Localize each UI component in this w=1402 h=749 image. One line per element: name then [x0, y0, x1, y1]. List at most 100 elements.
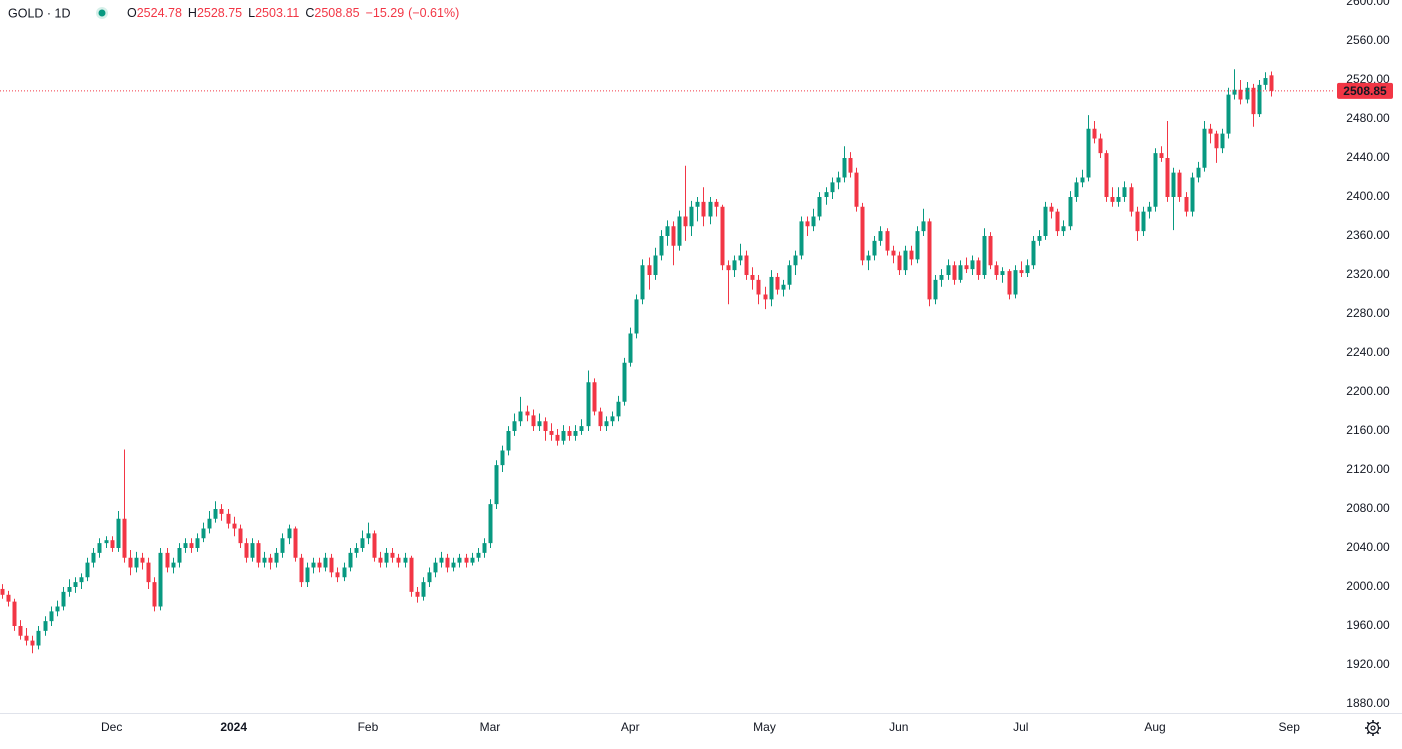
x-tick-label: Apr [621, 720, 640, 734]
candle-body [555, 434, 560, 441]
x-tick-label: Aug [1144, 720, 1165, 734]
y-tick-label: 2520.00 [1346, 72, 1390, 86]
candle-body [958, 265, 963, 280]
candle-body [183, 543, 188, 548]
legend-change-pct: (−0.61%) [408, 6, 459, 20]
candle-body [1086, 128, 1091, 178]
candle-body [1007, 271, 1012, 295]
candle-body [598, 411, 603, 427]
candle-body [909, 250, 914, 260]
candle-body [586, 382, 591, 427]
candle-body [604, 421, 609, 427]
candle-body [543, 421, 548, 431]
candle-body [610, 416, 615, 422]
candle-body [1122, 187, 1127, 197]
candle-body [1092, 128, 1097, 139]
candle-body [1208, 128, 1213, 134]
candle-body [91, 552, 96, 563]
candle-body [30, 640, 35, 646]
candle-body [1147, 206, 1152, 212]
y-tick-label: 2120.00 [1346, 462, 1390, 476]
candle-body [573, 431, 578, 436]
candle-body [689, 206, 694, 227]
candle-body [897, 255, 902, 271]
candle-body [49, 611, 54, 622]
last-price-label: 2508.85 [1343, 84, 1387, 98]
candle-body [793, 255, 798, 266]
candle-body [1000, 271, 1005, 275]
candle-body [97, 543, 102, 553]
y-tick-label: 2000.00 [1346, 579, 1390, 593]
candle-body [848, 158, 853, 173]
candle-body [140, 557, 145, 563]
candle-body [1196, 167, 1201, 178]
candle-body [79, 577, 84, 583]
candle-body [537, 421, 542, 427]
candle-body [213, 509, 218, 519]
candle-body [250, 543, 255, 558]
candle-body [348, 552, 353, 568]
candle-body [714, 201, 719, 207]
candle-body [1269, 75, 1274, 91]
candle-body [280, 538, 285, 553]
candle-body [409, 557, 414, 592]
y-tick-label: 2400.00 [1346, 189, 1390, 203]
candle-body [1220, 133, 1225, 149]
settings-icon[interactable] [1365, 720, 1381, 736]
candle-body [36, 630, 41, 646]
candle-body [738, 255, 743, 261]
candle-body [396, 557, 401, 563]
y-tick-label: 2480.00 [1346, 111, 1390, 125]
candle-body [390, 552, 395, 558]
candle-body [653, 255, 658, 275]
candle-body [232, 523, 237, 529]
x-tick-label: Jul [1013, 720, 1028, 734]
candle-body [67, 587, 72, 592]
legend-key: L [248, 6, 255, 20]
candle-body [1055, 211, 1060, 232]
candle-body [518, 411, 523, 422]
candle-body [415, 591, 420, 597]
candle-body [482, 543, 487, 553]
candle-body [695, 201, 700, 207]
candle-body [866, 255, 871, 261]
y-tick-label: 2440.00 [1346, 150, 1390, 164]
plot-area [0, 69, 1335, 654]
candle-body [561, 431, 566, 441]
last-price-box [1337, 82, 1393, 99]
candle-body [1037, 236, 1042, 241]
candle-body [659, 236, 664, 256]
candle-body [592, 382, 597, 412]
candle-body [488, 504, 493, 544]
candle-body [445, 557, 450, 568]
candle-body [1202, 128, 1207, 168]
candle-body [122, 518, 127, 558]
candle-body [1013, 270, 1018, 295]
candle-body [683, 216, 688, 227]
candle-body [854, 172, 859, 207]
candle-body [287, 528, 292, 539]
candle-body [708, 201, 713, 217]
candle-body [994, 265, 999, 275]
candle-body [360, 538, 365, 548]
candle-body [1214, 133, 1219, 149]
candle-body [506, 431, 511, 451]
candle-body [6, 594, 11, 602]
candle-body [104, 540, 109, 544]
candle-body [1226, 94, 1231, 134]
candle-body [1049, 206, 1054, 212]
candle-body [177, 548, 182, 563]
y-tick-label: 2360.00 [1346, 228, 1390, 242]
candle-body [1184, 197, 1189, 212]
candle-body [171, 562, 176, 568]
candle-body [152, 582, 157, 607]
candle-body [769, 276, 774, 300]
y-tick-label: 2600.00 [1346, 0, 1390, 8]
candle-body [476, 552, 481, 558]
candle-body [1043, 206, 1048, 236]
candle-body [262, 557, 267, 563]
candle-body [299, 557, 304, 583]
candle-body [933, 279, 938, 300]
